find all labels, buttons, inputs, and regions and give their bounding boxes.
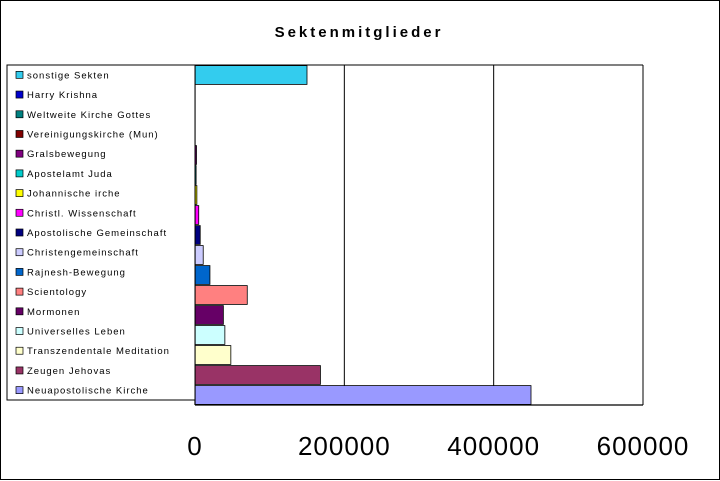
legend-label: Johannische irche	[27, 189, 121, 200]
bar	[194, 365, 321, 385]
legend-label: sonstige Sekten	[27, 70, 110, 81]
legend-label: Christl. Wissenschaft	[27, 208, 137, 219]
x-tick-label: 600000	[597, 431, 690, 461]
chart-title: Sektenmitglieder	[275, 24, 444, 41]
legend-swatch	[15, 327, 24, 335]
x-tick-label: 200000	[298, 431, 391, 461]
legend-swatch	[15, 189, 24, 197]
legend-swatch	[15, 208, 24, 217]
bar	[194, 385, 532, 405]
legend-box	[6, 64, 196, 401]
legend-label: Apostelamt Juda	[27, 169, 113, 180]
bar	[194, 225, 201, 245]
legend-swatch	[15, 386, 24, 394]
legend-swatch	[15, 346, 24, 355]
grid-lines	[195, 64, 644, 405]
legend-label: Scientology	[27, 287, 87, 298]
legend-swatch	[15, 248, 24, 257]
bar	[194, 65, 308, 85]
legend-label: Christengemeinschaft	[27, 248, 139, 259]
legend-label: Transzendentale Meditation	[27, 346, 170, 357]
legend-swatch	[15, 130, 24, 138]
legend-label: Gralsbewegung	[27, 149, 107, 160]
legend-label: Zeugen Jehovas	[27, 366, 111, 377]
legend-swatch	[15, 90, 24, 99]
legend-label: Mormonen	[27, 307, 80, 318]
legend-swatch	[15, 71, 24, 79]
legend-label: Harry Krishna	[27, 90, 98, 101]
legend-swatch	[15, 307, 24, 316]
x-tick-labels: 0 200000 400000 600000	[187, 431, 690, 461]
legend-swatch	[15, 366, 24, 375]
legend-label: Universelles Leben	[27, 327, 126, 338]
legend-swatch	[15, 228, 24, 237]
bar	[194, 305, 224, 325]
bar	[194, 325, 226, 345]
x-tick-label: 0	[187, 431, 202, 461]
legend-label: Vereinigungskirche (Mun)	[27, 129, 159, 140]
legend-label: Apostolische Gemeinschaft	[27, 228, 167, 239]
legend-swatch	[15, 268, 24, 276]
legend: sonstige Sekten Harry Krishna Weltweite Ki…	[6, 64, 196, 401]
legend-label: Weltweite Kirche Gottes	[27, 110, 151, 121]
bars	[194, 65, 532, 405]
bar	[194, 285, 248, 305]
legend-swatch	[15, 149, 24, 158]
axes	[194, 65, 643, 406]
bar	[194, 245, 204, 265]
legend-label: Neuapostolische Kirche	[27, 386, 149, 397]
x-tick-label: 400000	[447, 431, 540, 461]
legend-swatch	[15, 110, 24, 119]
bar	[194, 345, 232, 365]
legend-label: Rajnesh-Bewegung	[27, 267, 126, 278]
legend-swatch	[15, 169, 24, 178]
legend-swatch	[15, 287, 24, 296]
bar	[194, 265, 211, 285]
